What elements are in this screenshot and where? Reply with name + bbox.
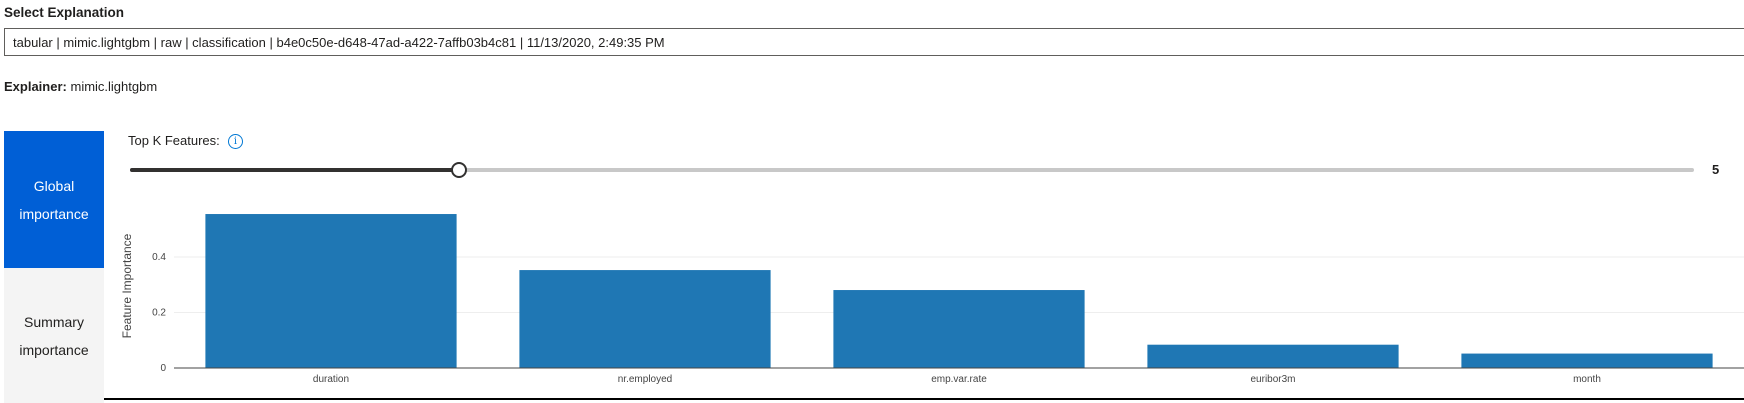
feature-importance-chart: 0 0.2 0.4 duration nr.employed emp.var.rate eu… bbox=[120, 214, 1744, 385]
tab-summary-importance-label: Summary importance bbox=[19, 314, 89, 358]
slider-fill bbox=[130, 168, 460, 172]
y-tick-label: 0.4 bbox=[152, 252, 166, 263]
bar-emp-var-rate bbox=[833, 290, 1085, 368]
x-tick-label: euribor3m bbox=[1250, 374, 1295, 385]
x-tick-label: duration bbox=[313, 374, 349, 385]
bar-euribor3m bbox=[1147, 344, 1399, 368]
explanation-dropdown[interactable]: tabular | mimic.lightgbm | raw | classif… bbox=[4, 28, 1744, 56]
y-tick-label: 0.2 bbox=[152, 308, 166, 319]
x-tick-label: nr.employed bbox=[618, 374, 672, 385]
x-tick-label: emp.var.rate bbox=[931, 374, 987, 385]
info-icon[interactable]: i bbox=[228, 134, 243, 149]
slider-thumb[interactable] bbox=[451, 162, 468, 178]
bar-month bbox=[1461, 353, 1713, 368]
explainer-value: mimic.lightgbm bbox=[70, 79, 158, 94]
x-tick-label: month bbox=[1573, 374, 1601, 385]
slider-rail bbox=[130, 168, 1694, 172]
select-explanation-label: Select Explanation bbox=[4, 5, 125, 20]
explainer-key: Explainer: bbox=[4, 79, 67, 94]
divider bbox=[104, 398, 1744, 400]
tab-global-importance-label: Global importance bbox=[19, 177, 89, 222]
tab-global-importance[interactable]: Global importance bbox=[4, 131, 104, 268]
bar-duration bbox=[205, 214, 457, 368]
explainer-info: Explainer: mimic.lightgbm bbox=[4, 79, 157, 94]
tab-summary-importance[interactable]: Summary importance bbox=[4, 268, 104, 403]
top-k-slider[interactable] bbox=[130, 162, 1694, 178]
y-tick-label: 0 bbox=[160, 363, 166, 374]
top-k-label: Top K Features: bbox=[128, 133, 220, 148]
y-axis-title: Feature Importance bbox=[120, 233, 134, 338]
bar-nr-employed bbox=[519, 270, 771, 368]
top-k-value: 5 bbox=[1712, 162, 1720, 177]
importance-tabs: Global importance Summary importance bbox=[4, 131, 104, 403]
explanation-dropdown-value: tabular | mimic.lightgbm | raw | classif… bbox=[13, 35, 665, 50]
